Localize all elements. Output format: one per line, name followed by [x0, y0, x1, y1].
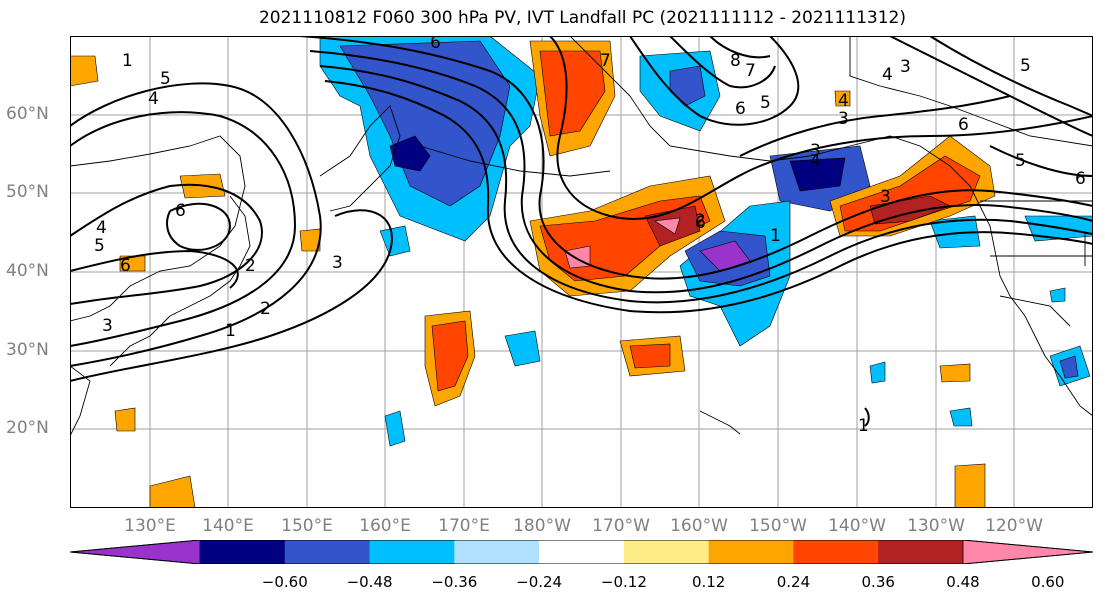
contour-label: 5 [160, 69, 171, 89]
lon-label: 130°E [124, 516, 176, 536]
colorbar-segment [200, 540, 286, 564]
contour-label: 4 [96, 218, 107, 238]
colorbar-segment [878, 540, 964, 564]
contour-label: 3 [332, 253, 343, 273]
contour-label: 5 [1020, 56, 1031, 76]
contour-label: 5 [94, 236, 105, 256]
contour-label: 3 [102, 316, 113, 336]
lon-label: 170°W [592, 516, 650, 536]
lon-label: 180°W [513, 516, 571, 536]
colorbar-segment [369, 540, 455, 564]
pv-contours [70, 36, 1093, 427]
colorbar-segment [539, 540, 625, 564]
contour-label: 1 [858, 416, 869, 436]
contour-label: 6 [120, 256, 131, 276]
contour-label: 6 [175, 201, 186, 221]
lon-label: 140°E [202, 516, 254, 536]
lon-label: 150°E [281, 516, 333, 536]
colorbar-tick-label: −0.48 [346, 573, 393, 591]
colorbar-segment [454, 540, 540, 564]
contour-label: 4 [148, 89, 159, 109]
colorbar-extend-high [962, 540, 1093, 564]
contour-labels: 1 2 3 4 5 6 4 5 6 1 2 3 6 7 8 7 6 5 4 3 … [94, 36, 1086, 436]
contour-label: 1 [770, 226, 781, 246]
contour-label: 3 [810, 141, 821, 161]
colorbar-tick-label: 0.12 [691, 573, 726, 591]
contour-label: 2 [695, 211, 706, 231]
colorbar-extend-low [70, 540, 201, 564]
lat-label: 40°N [6, 261, 49, 281]
lon-label: 120°W [985, 516, 1043, 536]
contour-label: 3 [900, 57, 911, 77]
colorbar-tick-label: 0.36 [861, 573, 895, 591]
lon-label: 150°W [749, 516, 807, 536]
lon-label: 130°W [907, 516, 965, 536]
contour-label: 6 [735, 99, 746, 119]
contour-label: 1 [122, 51, 133, 71]
contour-label: 6 [430, 36, 441, 53]
colorbar-tick-label: 0.60 [1031, 573, 1065, 591]
contour-label: 7 [745, 61, 756, 81]
contour-label: 2 [260, 299, 271, 319]
map-title: 2021110812 F060 300 hPa PV, IVT Landfall… [258, 8, 906, 28]
colorbar-tick-label: −0.36 [431, 573, 478, 591]
colorbar-tick-label: −0.60 [261, 573, 308, 591]
lon-label: 170°E [438, 516, 490, 536]
contour-label: 4 [882, 65, 893, 85]
contour-label: 6 [1075, 169, 1086, 189]
lat-label: 20°N [6, 418, 49, 438]
lat-label: 30°N [6, 340, 49, 360]
colorbar-tick-label: 0.24 [776, 573, 811, 591]
map-panel: 1 2 3 4 5 6 4 5 6 1 2 3 6 7 8 7 6 5 4 3 … [70, 36, 1093, 508]
coastlines [70, 36, 1093, 437]
colorbar-tick-label: −0.12 [600, 573, 647, 591]
lon-label: 160°E [359, 516, 411, 536]
contour-label: 6 [695, 213, 706, 233]
contour-label: 2 [245, 256, 256, 276]
colorbar [70, 540, 1093, 564]
colorbar-segment [284, 540, 371, 564]
contour-label: 5 [760, 93, 771, 113]
contour-label: 4 [810, 151, 821, 171]
contour-label: 7 [600, 51, 611, 71]
contour-label: 5 [1015, 151, 1026, 171]
contour-label: 8 [730, 51, 741, 71]
colorbar-tick-label: −0.24 [516, 573, 563, 591]
lat-label: 50°N [6, 182, 49, 202]
contour-label: 1 [225, 321, 236, 341]
lon-label: 140°W [828, 516, 886, 536]
contour-label: 3 [880, 187, 891, 207]
lon-label: 160°W [670, 516, 728, 536]
colorbar-segment [793, 540, 879, 564]
contour-label: 3 [838, 109, 849, 129]
colorbar-segment [623, 540, 710, 564]
lat-label: 60°N [6, 104, 49, 124]
colorbar-tick-label: 0.48 [946, 573, 980, 591]
colorbar-segment [708, 540, 794, 564]
contour-label: 6 [958, 115, 969, 135]
contour-label: 4 [838, 91, 849, 111]
